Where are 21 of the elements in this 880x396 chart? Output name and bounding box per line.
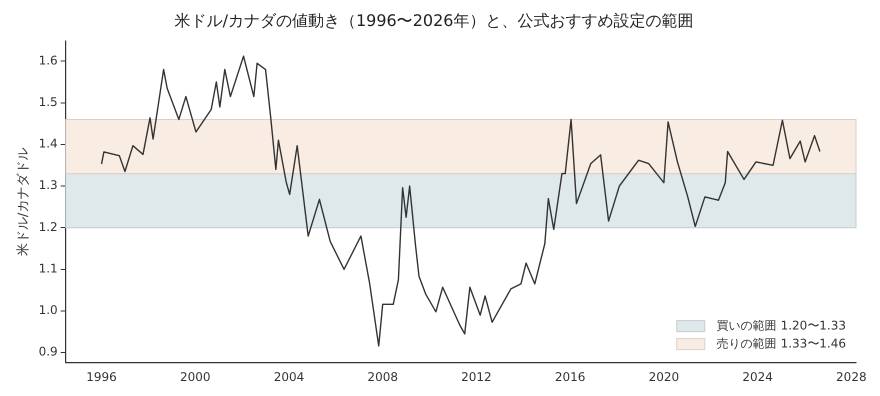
y-tick-label: 1.1 bbox=[38, 261, 58, 276]
y-tick-label: 1.4 bbox=[38, 136, 58, 151]
x-tick-label: 2028 bbox=[836, 370, 867, 384]
x-tick-label: 2000 bbox=[180, 370, 211, 384]
x-tick-label: 2012 bbox=[461, 370, 492, 384]
y-tick-label: 1.6 bbox=[38, 53, 58, 68]
legend-label: 買いの範囲 1.20〜1.33 bbox=[716, 318, 846, 333]
x-tick-label: 2024 bbox=[742, 370, 773, 384]
y-tick-label: 1.3 bbox=[38, 178, 58, 192]
x-tick-label: 2020 bbox=[648, 370, 680, 384]
chart-title: 米ドル/カナダの値動き（1996〜2026年）と、公式おすすめ設定の範囲 bbox=[174, 10, 694, 30]
x-tick-label: 2016 bbox=[554, 370, 586, 384]
y-tick-label: 1.2 bbox=[38, 220, 58, 234]
x-tick-label: 2004 bbox=[274, 370, 304, 384]
legend-label: 売りの範囲 1.33〜1.46 bbox=[716, 336, 846, 351]
y-tick-label: 1.0 bbox=[38, 303, 58, 318]
y-axis-title: 米ドル/カナダドル bbox=[16, 148, 32, 256]
x-tick-label: 2008 bbox=[367, 370, 398, 384]
y-tick-label: 0.9 bbox=[38, 344, 58, 359]
x-tick-label: 1996 bbox=[86, 370, 117, 384]
y-tick-label: 1.5 bbox=[38, 94, 58, 109]
